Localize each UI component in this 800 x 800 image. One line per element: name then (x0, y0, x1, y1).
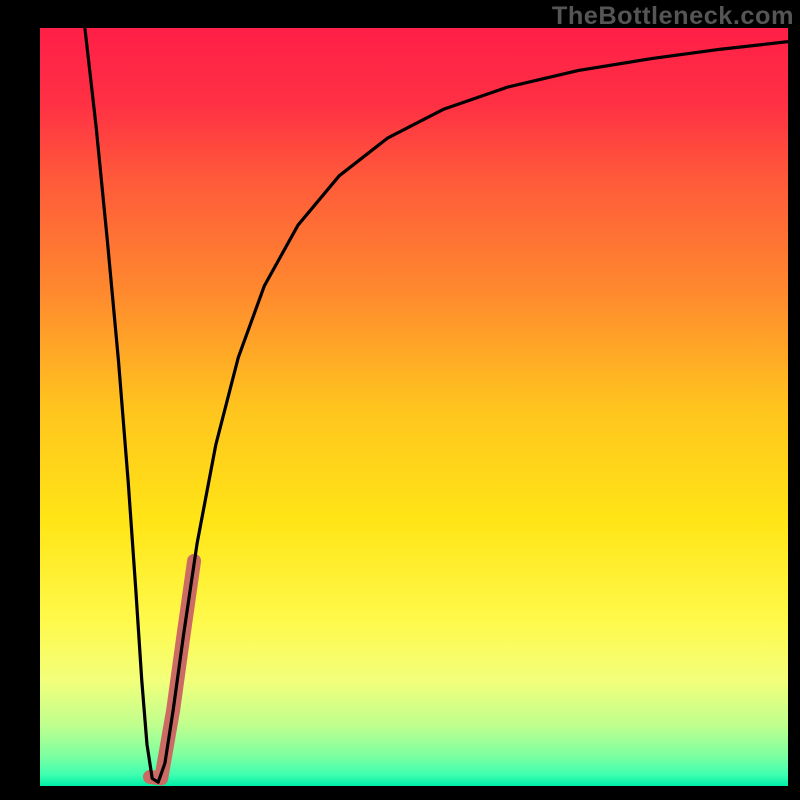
chart-frame: TheBottleneck.com (0, 0, 800, 800)
curve-layer (40, 28, 788, 786)
highlight-path (150, 561, 194, 779)
plot-area (40, 28, 788, 786)
bottleneck-curve (85, 28, 788, 782)
watermark-text: TheBottleneck.com (552, 2, 794, 31)
